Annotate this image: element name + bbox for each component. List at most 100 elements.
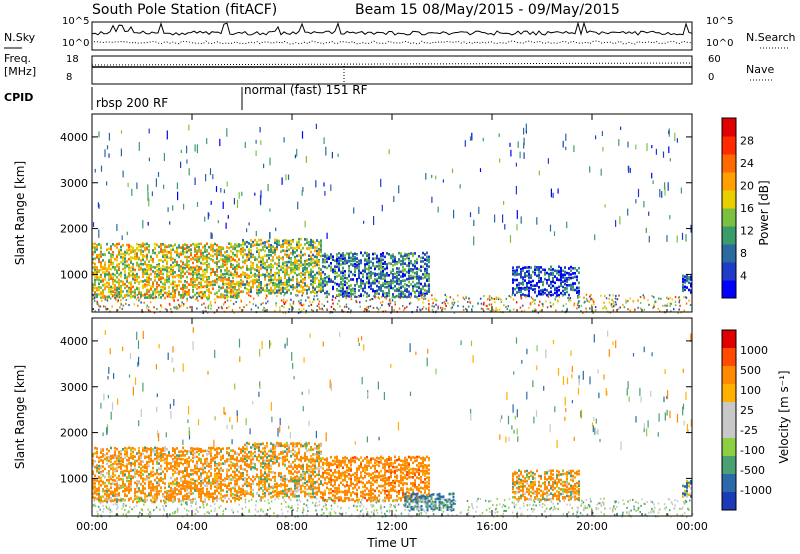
echo-pixel [180,276,182,280]
echo-pixel [514,278,516,282]
ground-scatter-pixel [445,299,448,302]
echo-pixel [126,469,128,473]
echo-pixel [282,496,284,499]
echo-pixel [194,489,196,492]
echo-pixel [514,271,516,274]
echo-pixel [140,291,142,295]
echo-pixel [156,285,158,289]
echo-pixel [228,273,230,276]
echo-pixel [206,288,208,292]
echo-pixel [210,243,212,246]
ground-scatter-pixel [316,294,318,297]
echo-pixel [118,459,120,463]
echo-pixel [300,464,302,468]
echo-pixel [192,257,194,261]
ground-scatter-pixel [616,298,619,301]
echo-pixel [184,497,186,501]
echo-pixel [296,280,298,283]
echo-pixel [116,493,118,496]
echo-pixel [252,282,254,286]
echo-pixel [114,460,116,464]
echo-pixel [152,483,154,486]
echo-pixel [332,255,334,258]
echo-pixel [286,494,288,497]
echo-pixel [122,458,124,461]
echo-pixel [514,273,516,277]
echo-pixel [212,500,214,503]
echo-pixel [122,490,124,493]
echo-pixel [290,285,292,289]
echo-pixel [288,450,290,453]
echo-pixel [160,247,162,251]
echo-pixel [296,264,298,268]
far-range-pixel [601,131,603,137]
echo-pixel [192,486,194,490]
echo-pixel [290,292,292,295]
echo-pixel [362,289,364,292]
echo-pixel [386,271,388,275]
echo-pixel [228,484,230,487]
echo-pixel [336,265,338,269]
echo-pixel [116,280,118,284]
echo-pixel [252,280,254,284]
ground-scatter-pixel [318,303,320,306]
echo-pixel [322,287,324,291]
echo-pixel [96,254,98,257]
echo-pixel [180,492,182,495]
echo-pixel [304,284,306,287]
echo-pixel [428,279,430,282]
echo-pixel [116,456,118,460]
echo-pixel [132,468,134,472]
echo-pixel [238,447,240,450]
far-range-pixel [659,189,661,198]
echo-pixel [128,491,130,494]
echo-pixel [286,488,288,492]
echo-pixel [178,500,180,503]
far-range-pixel [236,199,239,208]
ground-scatter-pixel [349,311,352,314]
echo-pixel [152,495,154,498]
ground-scatter-pixel [627,300,629,303]
ground-scatter-pixel [490,303,493,306]
echo-pixel [228,453,230,457]
echo-pixel [260,242,262,246]
echo-pixel [190,489,192,493]
echo-pixel [94,295,96,298]
ground-scatter-pixel [493,298,496,300]
echo-pixel [178,472,180,476]
far-range-pixel [510,149,512,157]
echo-pixel [370,274,372,278]
echo-pixel [206,453,208,456]
echo-pixel [144,255,146,258]
echo-pixel [410,274,412,278]
echo-pixel [688,281,690,284]
echo-pixel [256,473,258,477]
echo-pixel [240,467,242,470]
ground-scatter-pixel [561,310,564,313]
echo-pixel [284,276,286,280]
echo-pixel [122,290,124,293]
echo-pixel [284,264,286,268]
echo-pixel [108,281,110,285]
echo-pixel [350,270,352,274]
echo-pixel [124,494,126,497]
echo-pixel [264,482,266,486]
echo-pixel [202,449,204,453]
echo-pixel [170,489,172,492]
ground-scatter-pixel [312,310,314,313]
echo-pixel [570,269,572,272]
echo-pixel [294,475,296,479]
echo-pixel [238,249,240,253]
echo-pixel [212,480,214,483]
far-range-pixel [425,173,427,180]
ground-scatter-pixel [486,307,488,310]
echo-pixel [368,285,370,289]
echo-pixel [298,482,300,485]
echo-pixel [94,485,96,489]
echo-pixel [570,288,572,291]
echo-pixel [556,286,558,290]
echo-pixel [290,239,292,243]
echo-pixel [414,275,416,279]
echo-pixel [132,275,134,279]
echo-pixel [324,273,326,276]
